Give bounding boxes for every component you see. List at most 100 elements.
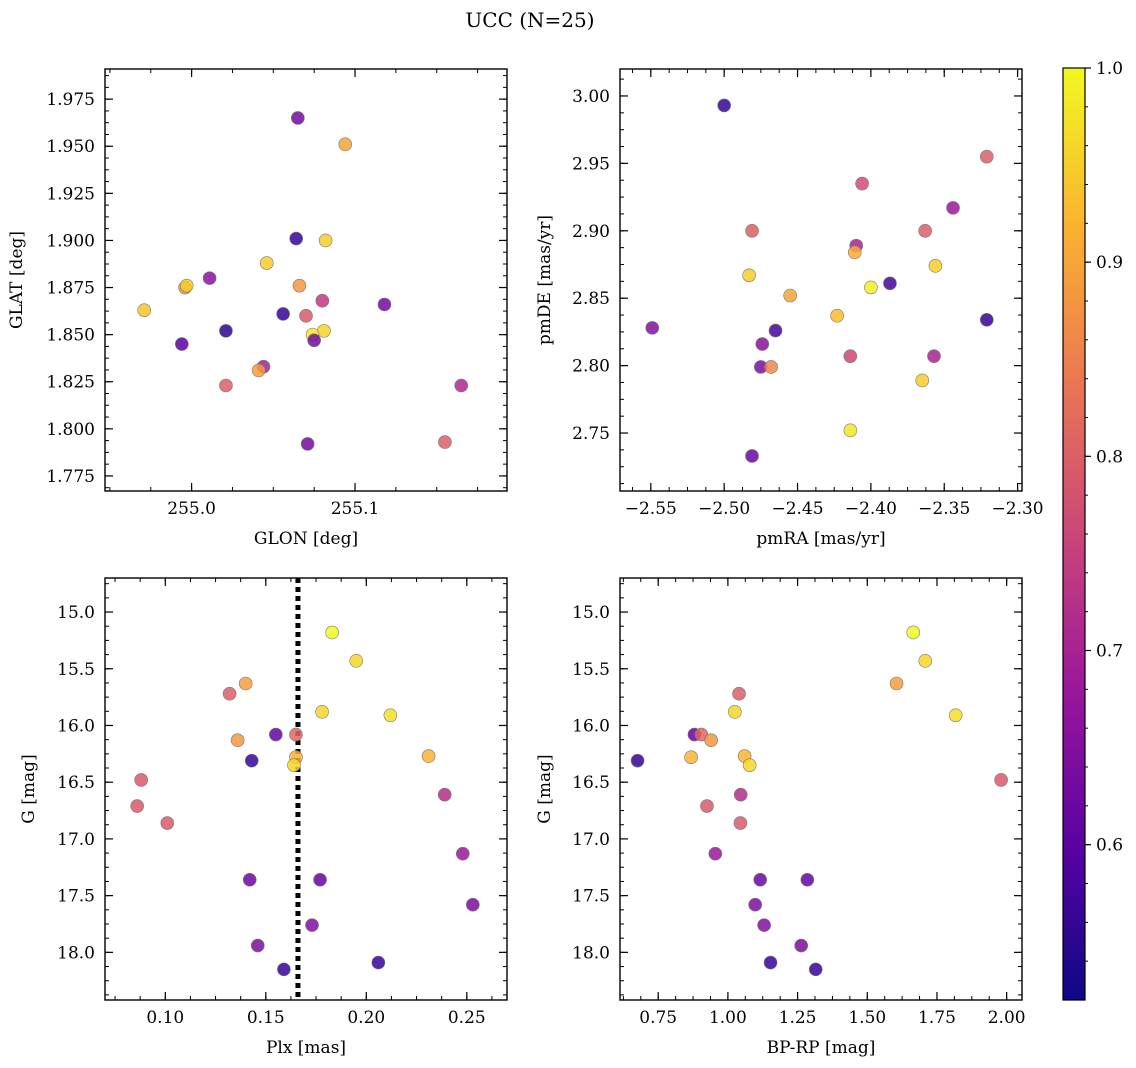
data-point: [946, 201, 960, 215]
data-point: [455, 846, 470, 861]
data-point: [742, 758, 757, 772]
data-point: [830, 308, 844, 323]
data-point: [783, 288, 797, 303]
y-tick-label: 16.0: [572, 716, 610, 736]
data-point: [745, 449, 759, 463]
data-point: [700, 799, 714, 813]
data-point: [318, 233, 333, 248]
y-axis-label: G [mag]: [19, 754, 39, 823]
data-point: [222, 686, 237, 701]
data-point: [708, 846, 723, 861]
data-point: [160, 816, 175, 830]
data-point: [179, 278, 194, 293]
y-tick-label: 17.0: [572, 830, 610, 850]
x-tick-label: 255.0: [167, 499, 216, 519]
x-tick-label: 255.1: [331, 499, 380, 519]
data-point: [906, 625, 921, 640]
data-point: [794, 938, 809, 953]
data-point: [305, 918, 319, 932]
data-point: [732, 686, 746, 701]
data-point: [251, 363, 266, 378]
y-tick-label: 3.00: [572, 87, 610, 107]
x-axis-label: pmRA [mas/yr]: [756, 529, 885, 549]
y-tick-label: 16.0: [57, 716, 95, 736]
data-point: [242, 872, 257, 887]
y-tick-label: 1.825: [46, 373, 95, 393]
data-point: [269, 727, 283, 742]
data-point: [748, 897, 763, 912]
data-point: [800, 872, 815, 887]
x-tick-label: −2.30: [992, 499, 1044, 519]
data-point: [948, 708, 963, 723]
data-point: [287, 758, 301, 772]
y-tick-label: 17.0: [57, 830, 95, 850]
y-tick-label: 18.0: [572, 943, 610, 963]
y-tick-label: 1.975: [46, 90, 95, 110]
x-tick-label: 1.75: [918, 1008, 956, 1028]
data-point: [889, 676, 904, 691]
data-point: [300, 437, 315, 451]
data-point: [438, 435, 452, 449]
data-point: [289, 231, 303, 246]
x-axis-label: Plx [mas]: [266, 1038, 346, 1058]
y-tick-label: 2.75: [572, 424, 610, 444]
colorbar-gradient: [1063, 68, 1085, 1000]
y-tick-label: 1.925: [46, 184, 95, 204]
data-point: [315, 705, 329, 719]
data-point: [918, 223, 932, 238]
colorbar-tick-label: 0.9: [1096, 253, 1123, 273]
data-point: [259, 256, 274, 270]
data-point: [927, 349, 941, 363]
x-tick-label: 0.15: [247, 1008, 285, 1028]
data-point: [717, 98, 731, 113]
y-tick-label: 15.5: [572, 660, 610, 680]
data-point: [219, 324, 233, 338]
data-point: [979, 149, 994, 164]
y-tick-label: 1.875: [46, 279, 95, 299]
x-tick-label: 0.20: [347, 1008, 385, 1028]
colorbar: 0.6 0.7 0.8 0.9 1.0: [1062, 59, 1123, 1001]
data-point: [289, 727, 303, 742]
panel-pmra-pmde: −2.55 −2.50 −2.45 −2.40 −2.35 −2.30 2.75 2.80 2.…: [535, 68, 1044, 549]
y-tick-label: 17.5: [572, 887, 610, 907]
data-point: [130, 799, 144, 813]
colorbar-tick-label: 0.8: [1096, 447, 1123, 467]
panel-plx-g: 0.10 0.15 0.20 0.25 15.0 15.5 16.0 16.5 17.0 17.5…: [19, 577, 508, 1058]
data-point: [928, 259, 943, 273]
x-tick-label: −2.40: [845, 499, 897, 519]
y-tick-label: 17.5: [57, 887, 95, 907]
data-point: [383, 708, 398, 723]
y-tick-label: 1.950: [46, 137, 95, 157]
data-point: [684, 750, 698, 765]
data-point: [763, 955, 778, 970]
colorbar-tick-label: 1.0: [1096, 59, 1123, 79]
data-point: [808, 962, 823, 977]
data-point: [915, 373, 930, 388]
data-point: [291, 111, 305, 125]
x-tick-label: −2.55: [625, 499, 677, 519]
data-point: [883, 276, 897, 291]
data-point: [704, 733, 718, 748]
y-tick-label: 1.800: [46, 420, 95, 440]
data-point: [137, 303, 152, 317]
data-point: [979, 312, 994, 327]
data-point: [864, 280, 878, 295]
data-point: [733, 816, 748, 830]
y-tick-label: 18.0: [57, 943, 95, 963]
axes-frame: [104, 577, 508, 1001]
colorbar-tick-label: 0.6: [1096, 836, 1123, 856]
data-point: [753, 872, 768, 887]
y-tick-label: 2.90: [572, 222, 610, 242]
data-point: [377, 297, 392, 312]
data-point: [742, 268, 756, 283]
data-point: [338, 137, 353, 152]
data-point: [855, 176, 869, 191]
colorbar-frame: [1062, 67, 1086, 1001]
x-tick-label: 0.10: [146, 1008, 184, 1028]
data-point: [371, 955, 386, 970]
data-point: [292, 278, 307, 293]
data-point: [421, 749, 436, 763]
colorbar-tick-label: 0.7: [1096, 642, 1123, 662]
data-point: [994, 773, 1008, 787]
